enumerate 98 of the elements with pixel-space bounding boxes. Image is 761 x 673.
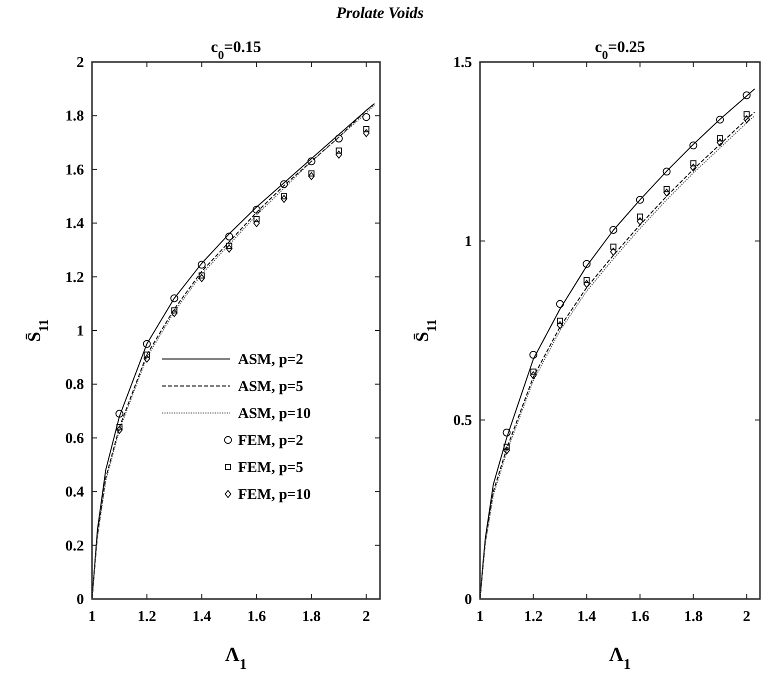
y-tick-label: 1.8 [65,108,84,125]
x-tick-label: 1.8 [302,609,321,625]
y-tick-label: 0 [464,592,472,608]
point [225,232,234,240]
y-tick-label: 0.2 [65,538,84,554]
point [689,141,698,150]
point [663,188,670,197]
point [115,410,124,418]
chart-title: c$_{0}$=0.15 [210,39,262,62]
legend-label: ASM, p=10 [238,406,311,422]
point [662,168,671,176]
point [716,116,724,124]
y-tick-label: 1.5 [453,55,472,71]
point [336,148,342,154]
point [582,260,591,268]
point [609,226,618,234]
point [716,138,724,146]
y-tick-label: 1.4 [65,216,84,232]
x-axis-title: Λ$_{1}$ [225,644,247,673]
point [636,196,644,204]
legend-label: FEM, p=5 [238,460,304,476]
point [636,217,644,226]
chart-title: c$_{0}$=0.25 [594,39,646,62]
point [584,276,590,284]
x-tick-label: 2 [742,609,750,625]
point [253,219,260,228]
x-tick-label: 1 [476,609,484,625]
point [334,134,343,142]
y-tick-label: 0.4 [65,484,84,501]
point [362,113,370,121]
point [504,444,510,450]
point [280,180,288,188]
x-tick-label: 1.8 [684,609,703,625]
point [743,115,750,124]
point [226,244,232,253]
x-tick-label: 1.2 [524,609,543,625]
point [336,150,342,159]
point [716,135,724,142]
point [171,309,178,317]
point [116,424,122,430]
point [583,280,590,288]
point [742,91,751,100]
y-tick-label: 0.6 [65,430,84,447]
y-tick-label: 1.6 [65,162,84,178]
point [171,307,178,314]
y-tick-label: 0.5 [453,413,472,429]
text: Prolate Voids [335,5,424,22]
x-tick-label: 1.4 [192,609,212,625]
point [690,164,697,172]
point [280,194,288,203]
legend-label: FEM, p=10 [238,487,311,503]
point [556,300,564,308]
point [144,354,150,363]
y-tick-label: 1 [464,234,472,250]
point [144,352,150,358]
point [252,206,261,214]
x-tick-label: 1.6 [247,609,266,625]
y-tick-label: 0 [76,592,84,608]
point [308,172,315,180]
legend-label: ASM, p=5 [238,379,304,395]
point [556,318,564,324]
point [170,294,178,302]
point [254,216,260,222]
point [503,446,510,454]
x-tick-label: 1.2 [137,609,156,625]
point [198,274,205,282]
point [142,340,151,348]
point [198,272,205,279]
point [744,111,750,118]
point [280,193,288,200]
point [530,368,536,375]
y-tick-label: 0.8 [65,377,84,394]
point [690,160,696,166]
point [116,426,123,434]
y-tick-label: 1.2 [65,270,84,286]
point [502,428,511,436]
point [308,170,314,176]
legend-label: ASM, p=2 [238,352,304,368]
x-tick-label: 1 [88,609,96,625]
point [636,214,644,220]
x-tick-label: 1.6 [630,609,650,625]
point [307,157,316,166]
x-tick-label: 1.4 [577,609,597,625]
point [610,244,616,250]
point [529,350,538,359]
y-tick-label: 2 [76,55,84,71]
x-axis-title: Λ$_{1}$ [609,644,631,673]
point [363,126,370,132]
point [198,260,206,269]
x-tick-label: 2 [362,609,370,625]
point [556,321,564,330]
point [610,248,617,256]
legend-label: FEM, p=2 [238,433,304,449]
point [363,129,370,138]
point [226,242,232,249]
point [530,371,537,380]
point [664,186,670,192]
y-tick-label: 1 [76,324,84,340]
